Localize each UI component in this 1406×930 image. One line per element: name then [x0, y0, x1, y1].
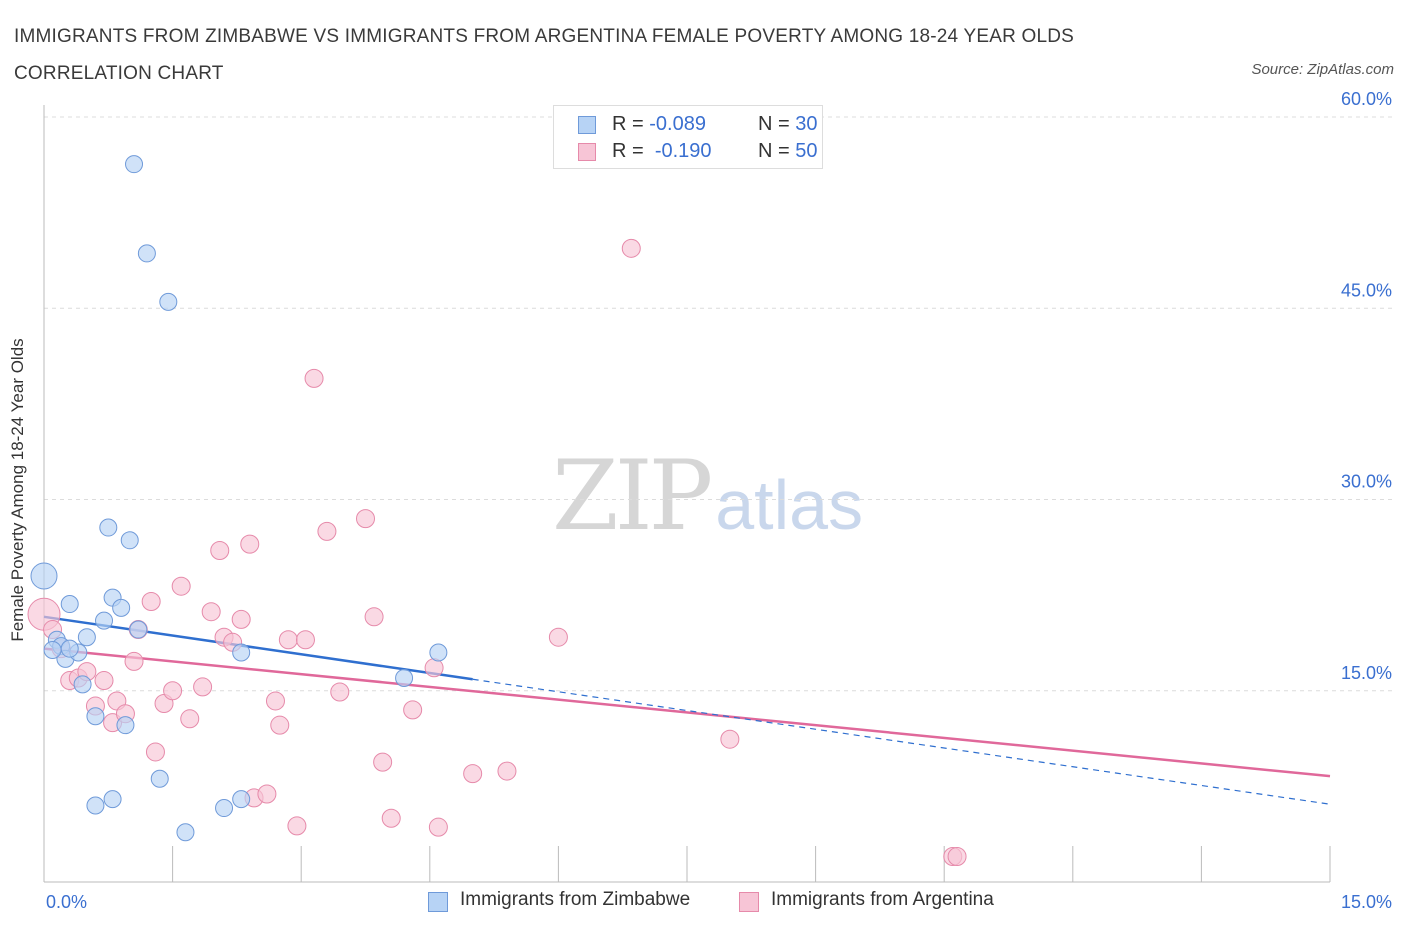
data-point-zimbabwe [120, 531, 139, 550]
data-point-argentina [278, 630, 298, 650]
data-point-zimbabwe [137, 244, 156, 263]
watermark-zip: ZIP [552, 440, 713, 552]
data-point-zimbabwe [125, 155, 144, 174]
data-point-argentina [356, 509, 375, 529]
data-point-argentina [270, 715, 290, 735]
data-point-zimbabwe [429, 643, 448, 662]
data-point-argentina [947, 847, 967, 866]
y-tick-label: 60.0% [1341, 89, 1392, 109]
data-point-argentina [381, 808, 401, 828]
trend-line-argentina [43, 647, 1331, 778]
data-point-zimbabwe [95, 611, 114, 630]
data-point-argentina [124, 651, 144, 671]
x-tick-label: 15.0% [1341, 892, 1392, 912]
data-point-zimbabwe [112, 598, 131, 617]
legend-n-value-argentina: 50 [795, 140, 818, 162]
trend-line-zimbabwe-extension [472, 678, 1331, 805]
y-axis-label: Female Poverty Among 18-24 Year Olds [8, 338, 27, 642]
legend-label-argentina: Immigrants from Argentina [771, 889, 994, 910]
grid-lines [44, 116, 1392, 692]
data-point-argentina [287, 816, 307, 836]
data-point-argentina [257, 784, 277, 804]
data-point-argentina [497, 761, 517, 781]
data-point-zimbabwe [60, 595, 79, 614]
data-point-argentina [304, 368, 324, 388]
data-point-zimbabwe [77, 628, 96, 647]
data-point-argentina [720, 729, 740, 749]
watermark-atlas: atlas [715, 466, 864, 544]
data-point-zimbabwe [60, 639, 79, 658]
y-tick-label: 30.0% [1341, 472, 1392, 492]
data-point-argentina [210, 541, 230, 560]
data-point-argentina [621, 238, 641, 258]
data-point-argentina [94, 671, 114, 691]
legend-swatch-zimbabwe [578, 116, 596, 134]
data-point-zimbabwe [159, 292, 178, 311]
data-point-zimbabwe [99, 518, 118, 537]
x-tick-label: 0.0% [46, 892, 87, 912]
legend-n-label: N = [758, 113, 790, 135]
data-point-argentina [330, 682, 350, 702]
data-point-argentina [403, 700, 423, 720]
data-point-zimbabwe [129, 620, 148, 639]
data-point-zimbabwe [43, 640, 62, 659]
data-point-argentina [428, 817, 448, 837]
data-point-argentina [163, 681, 183, 701]
data-point-argentina [548, 627, 568, 647]
trend-lines [43, 615, 1331, 805]
data-point-argentina [265, 691, 285, 711]
data-point-argentina [295, 630, 315, 650]
data-point-zimbabwe [215, 799, 234, 818]
trend-line-zimbabwe [43, 615, 473, 681]
data-point-zimbabwe [116, 716, 135, 735]
data-point-argentina [141, 592, 161, 611]
data-point-argentina [180, 709, 200, 729]
data-point-argentina [317, 521, 337, 541]
data-point-zimbabwe [86, 707, 105, 726]
legend-label-zimbabwe: Immigrants from Zimbabwe [460, 889, 691, 910]
data-point-argentina [231, 609, 251, 629]
legend-n-label: N = [758, 140, 790, 162]
data-point-zimbabwe [103, 790, 122, 809]
legend-r-label: R = [612, 140, 644, 162]
data-point-zimbabwe [86, 796, 105, 815]
watermark: ZIPatlas [552, 440, 863, 552]
data-point-argentina [364, 607, 384, 627]
y-tick-label: 15.0% [1341, 663, 1392, 683]
legend-swatch-argentina [578, 143, 596, 161]
y-tick-label: 45.0% [1341, 280, 1392, 300]
series-zimbabwe-points [30, 155, 448, 842]
data-point-zimbabwe [176, 823, 195, 842]
series-argentina-points [27, 238, 967, 866]
data-point-argentina [463, 764, 483, 784]
data-point-zimbabwe [30, 562, 58, 590]
data-point-argentina [193, 677, 213, 697]
correlation-legend: R = -0.089 N = 30 R = -0.190 N = 50 [553, 105, 823, 169]
data-point-argentina [240, 534, 260, 554]
legend-r-value-argentina: -0.190 [654, 140, 712, 162]
tick-labels: 15.0% 30.0% 45.0% 60.0% 0.0% 15.0% [46, 89, 1392, 912]
data-point-zimbabwe [73, 675, 92, 694]
chart-title: IMMIGRANTS FROM ZIMBABWE VS IMMIGRANTS F… [14, 26, 1075, 84]
data-point-argentina [171, 576, 191, 596]
legend-r-value-zimbabwe: -0.089 [649, 113, 706, 135]
data-point-argentina [201, 602, 221, 622]
legend-r-label: R = [612, 113, 644, 135]
data-point-zimbabwe [150, 769, 169, 788]
legend-swatch-zimbabwe [428, 892, 448, 912]
data-point-argentina [373, 752, 393, 772]
axes [43, 105, 1331, 883]
data-point-zimbabwe [395, 669, 414, 687]
data-point-argentina [424, 658, 444, 678]
data-point-zimbabwe [232, 790, 251, 809]
source-label: Source: ZipAtlas.com [1251, 61, 1394, 78]
data-point-argentina [145, 742, 165, 762]
data-point-zimbabwe [232, 643, 251, 662]
legend-swatch-argentina [739, 892, 759, 912]
legend-n-value-zimbabwe: 30 [795, 113, 818, 135]
